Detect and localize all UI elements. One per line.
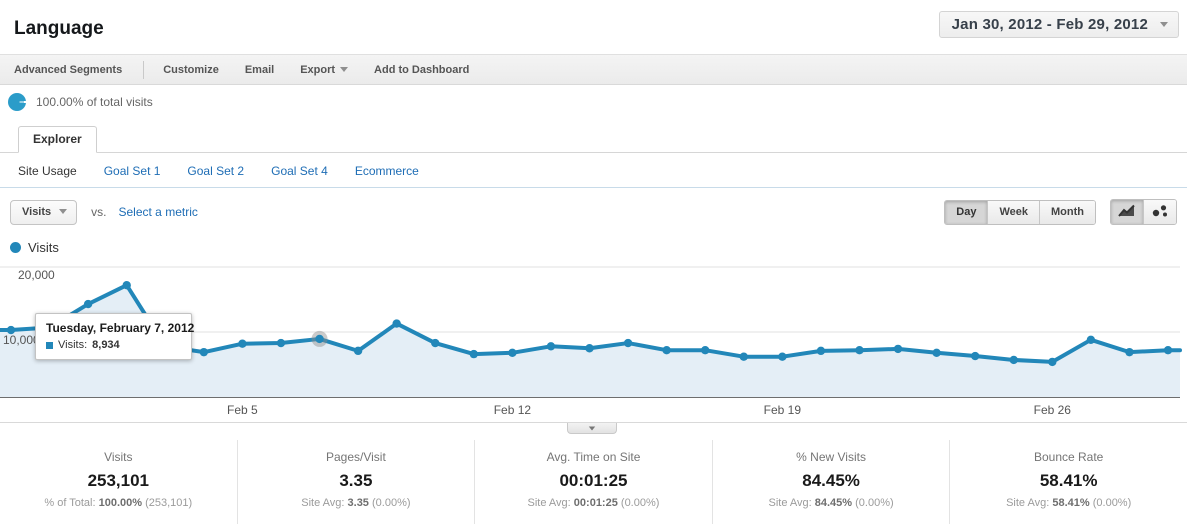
metric-value: 3.35 [339,471,373,490]
subnav-goal-set-1[interactable]: Goal Set 1 [103,163,161,178]
metric-value: 84.45% [802,471,860,490]
metric-value: 253,101 [87,471,150,490]
chart-legend: Visits [10,240,59,255]
segment-info: 100.00% of total visits [8,93,153,111]
svg-text:Feb 26: Feb 26 [1034,403,1072,417]
subnav-site-usage[interactable]: Site Usage [18,163,77,178]
collapse-chart-button[interactable] [567,423,617,434]
tooltip-metric-value: 8,934 [92,339,120,351]
metric-new-visits: % New Visits 84.45% Site Avg: 84.45% (0.… [711,440,950,524]
svg-text:20,000: 20,000 [18,268,55,282]
metric-label: Pages/Visit [325,450,386,464]
date-range-selector[interactable]: Jan 30, 2012 - Feb 29, 2012 [938,11,1179,38]
subnav-goal-set-2[interactable]: Goal Set 2 [187,163,245,178]
metric-avg-time: Avg. Time on Site 00:01:25 Site Avg: 00:… [474,440,712,524]
granularity-group: Day Week Month [944,199,1096,225]
metric-dropdown[interactable]: Visits [10,199,78,225]
svg-text:Feb 12: Feb 12 [494,403,532,417]
metric-label: Bounce Rate [1033,450,1104,464]
metric-subtext: Site Avg: 00:01:25 (0.00%) [527,497,660,509]
metric-subtext: % of Total: 100.00% (253,101) [44,497,193,509]
line-chart-icon [1118,204,1135,217]
metric-value: 58.41% [1039,471,1098,490]
subnav-goal-set-4[interactable]: Goal Set 4 [271,163,328,178]
chart-tooltip: Tuesday, February 7, 2012 Visits: 8,934 [35,313,195,360]
metric-value: 00:01:25 [559,471,628,490]
report-subnav: Site Usage Goal Set 1 Goal Set 2 Goal Se… [0,154,1187,188]
visits-chart: 10,000 20,000 Feb 5 Feb 12 Feb 19 Feb 26 Tues… [0,258,1187,423]
add-to-dashboard-button[interactable]: Add to Dashboard [374,63,470,76]
chevron-down-icon [59,209,68,214]
metric-pages-visit: Pages/Visit 3.35 Site Avg: 3.35 (0.00%) [236,440,475,524]
granularity-month-button[interactable]: Month [1039,200,1095,224]
chart-controls: Visits vs. Select a metric Day Week Mont… [0,197,1187,227]
metrics-summary: Visits 253,101 % of Total: 100.00% (253,… [0,440,1187,524]
svg-text:Feb 19: Feb 19 [764,403,802,417]
report-toolbar: Advanced Segments Customize Email Export… [0,54,1187,85]
granularity-day-button[interactable]: Day [945,200,988,224]
metric-label: Avg. Time on Site [546,450,641,464]
toolbar-divider [143,60,145,79]
segment-label: 100.00% of total visits [36,95,153,109]
export-button[interactable]: Export [300,64,349,76]
metric-bounce-rate: Bounce Rate 58.41% Site Avg: 58.41% (0.0… [949,440,1187,524]
line-chart-button[interactable] [1111,200,1143,224]
tab-strip: Explorer [0,126,1187,153]
customize-button[interactable]: Customize [163,63,219,76]
chart-type-group [1110,199,1177,225]
tooltip-date: Tuesday, February 7, 2012 [46,321,195,335]
page-title: Language [14,18,104,39]
series-legend-label: Visits [28,240,59,255]
subnav-ecommerce[interactable]: Ecommerce [354,163,419,178]
metric-visits: Visits 253,101 % of Total: 100.00% (253,… [0,440,237,524]
granularity-week-button[interactable]: Week [987,200,1040,224]
chevron-down-icon [340,67,349,72]
tab-explorer[interactable]: Explorer [18,126,97,153]
motion-chart-icon [1152,205,1167,217]
metric-label: % New Visits [796,450,866,464]
pie-segment-icon [8,93,26,111]
metric-subtext: Site Avg: 58.41% (0.00%) [1006,497,1132,509]
chevron-down-icon [588,426,596,430]
select-metric-link[interactable]: Select a metric [118,205,198,219]
chevron-down-icon [1160,22,1168,27]
vs-label: vs. [91,205,107,219]
metric-label: Visits [104,450,133,464]
chart-panel-divider [0,422,1187,423]
svg-text:10,000: 10,000 [3,333,40,347]
metric-subtext: Site Avg: 84.45% (0.00%) [768,497,894,509]
date-range-text: Jan 30, 2012 - Feb 29, 2012 [951,16,1148,33]
advanced-segments-button[interactable]: Advanced Segments [14,63,123,76]
metric-subtext: Site Avg: 3.35 (0.00%) [301,497,411,509]
tooltip-metric-label: Visits: [58,339,88,351]
email-button[interactable]: Email [244,63,275,76]
motion-chart-button[interactable] [1143,200,1176,224]
series-swatch-icon [46,341,53,349]
svg-text:Feb 5: Feb 5 [227,403,258,417]
series-color-dot [10,242,21,253]
